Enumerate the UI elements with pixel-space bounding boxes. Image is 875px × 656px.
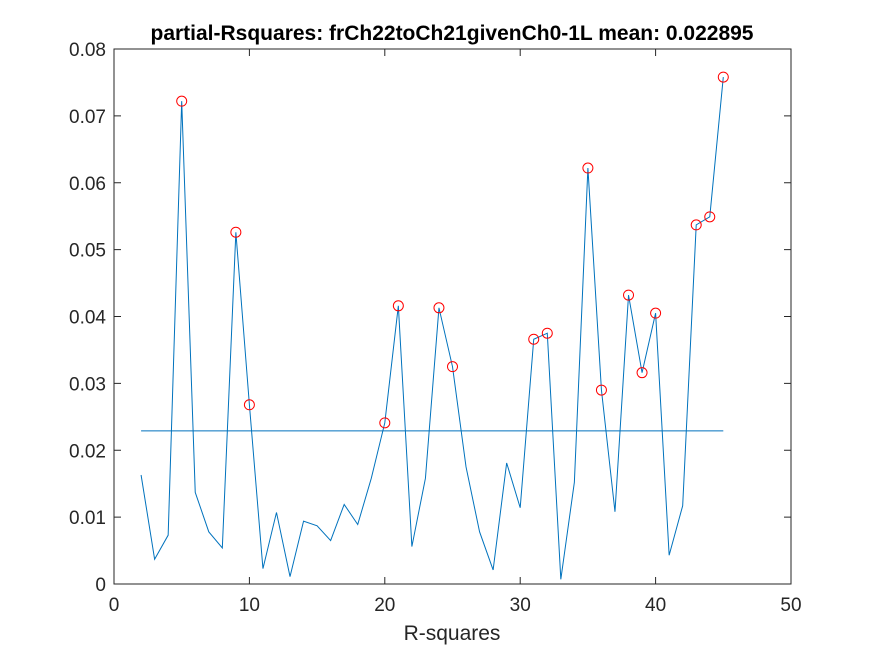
highlight-marker	[717, 71, 729, 83]
highlight-marker	[433, 302, 445, 314]
y-tick-label: 0.03	[69, 374, 106, 395]
highlight-marker	[392, 300, 404, 312]
x-tick-label: 30	[510, 595, 531, 616]
highlight-marker	[690, 219, 702, 231]
x-tick-label: 0	[109, 595, 120, 616]
y-tick-label: 0.07	[69, 107, 106, 128]
plot-area	[113, 48, 792, 585]
highlight-marker	[176, 95, 188, 107]
highlight-marker	[582, 162, 594, 174]
y-tick-label: 0.02	[69, 441, 106, 462]
x-axis-ticks: 0 10 20 30 40 50	[109, 49, 802, 616]
y-tick-label: 0.04	[69, 308, 106, 329]
x-tick-label: 10	[239, 595, 260, 616]
highlight-marker	[704, 211, 716, 223]
highlight-marker	[379, 417, 391, 429]
y-tick-label: 0.01	[69, 508, 106, 529]
highlight-marker	[595, 384, 607, 396]
highlight-marker	[636, 367, 648, 379]
highlight-marker	[650, 307, 662, 319]
series-line	[140, 77, 724, 580]
highlight-marker	[230, 226, 242, 238]
y-tick-label: 0.08	[69, 40, 106, 61]
x-axis-label: R-squares	[404, 622, 501, 645]
y-tick-label: 0.05	[69, 241, 106, 262]
x-tick-label: 40	[645, 595, 666, 616]
x-tick-label: 50	[780, 595, 801, 616]
y-tick-label: 0.06	[69, 174, 106, 195]
x-tick-label: 20	[374, 595, 395, 616]
highlight-marker	[541, 327, 553, 339]
chart-title: partial-Rsquares: frCh22toCh21givenCh0-1…	[151, 22, 754, 45]
y-axis-ticks: 0 0.01 0.02 0.03 0.04 0.05 0.06 0.07 0.08	[69, 40, 791, 596]
highlight-marker	[447, 361, 458, 373]
y-tick-label: 0	[95, 575, 106, 596]
highlight-marker	[623, 289, 635, 301]
series-layer	[140, 77, 724, 580]
highlight-marker	[528, 333, 540, 345]
highlight-marker	[243, 399, 255, 411]
highlight-markers	[176, 71, 729, 429]
